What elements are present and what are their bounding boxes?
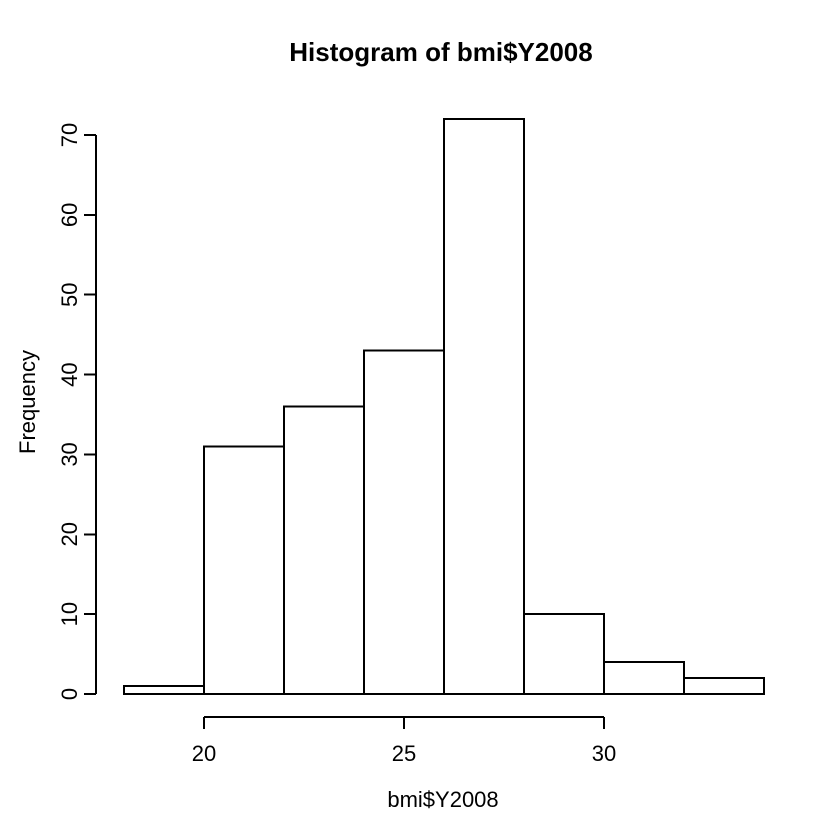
histogram-bar bbox=[123, 685, 205, 695]
histogram-bar bbox=[443, 118, 525, 696]
axes: 0 10 20 30 40 50 60 70 20 25 30 bbox=[57, 123, 616, 766]
x-tick-label: 30 bbox=[592, 741, 616, 766]
histogram-bar bbox=[523, 613, 605, 696]
histogram-bar bbox=[283, 405, 365, 695]
chart-title: Histogram of bmi$Y2008 bbox=[289, 37, 592, 67]
y-tick-label: 30 bbox=[57, 442, 82, 466]
y-tick-label: 40 bbox=[57, 362, 82, 386]
y-tick-label: 70 bbox=[57, 123, 82, 147]
histogram-bars bbox=[123, 118, 765, 696]
histogram-bar bbox=[603, 661, 685, 695]
y-tick-label: 10 bbox=[57, 602, 82, 626]
y-axis-label: Frequency bbox=[15, 350, 40, 454]
y-tick-label: 20 bbox=[57, 522, 82, 546]
x-tick-label: 20 bbox=[192, 741, 216, 766]
x-tick-label: 25 bbox=[392, 741, 416, 766]
histogram-bar bbox=[203, 445, 285, 696]
y-tick-label: 50 bbox=[57, 282, 82, 306]
histogram-bar bbox=[363, 349, 445, 695]
x-axis-label: bmi$Y2008 bbox=[387, 787, 498, 812]
y-tick-label: 60 bbox=[57, 203, 82, 227]
y-tick-label: 0 bbox=[57, 688, 82, 700]
histogram-bar bbox=[683, 677, 765, 695]
